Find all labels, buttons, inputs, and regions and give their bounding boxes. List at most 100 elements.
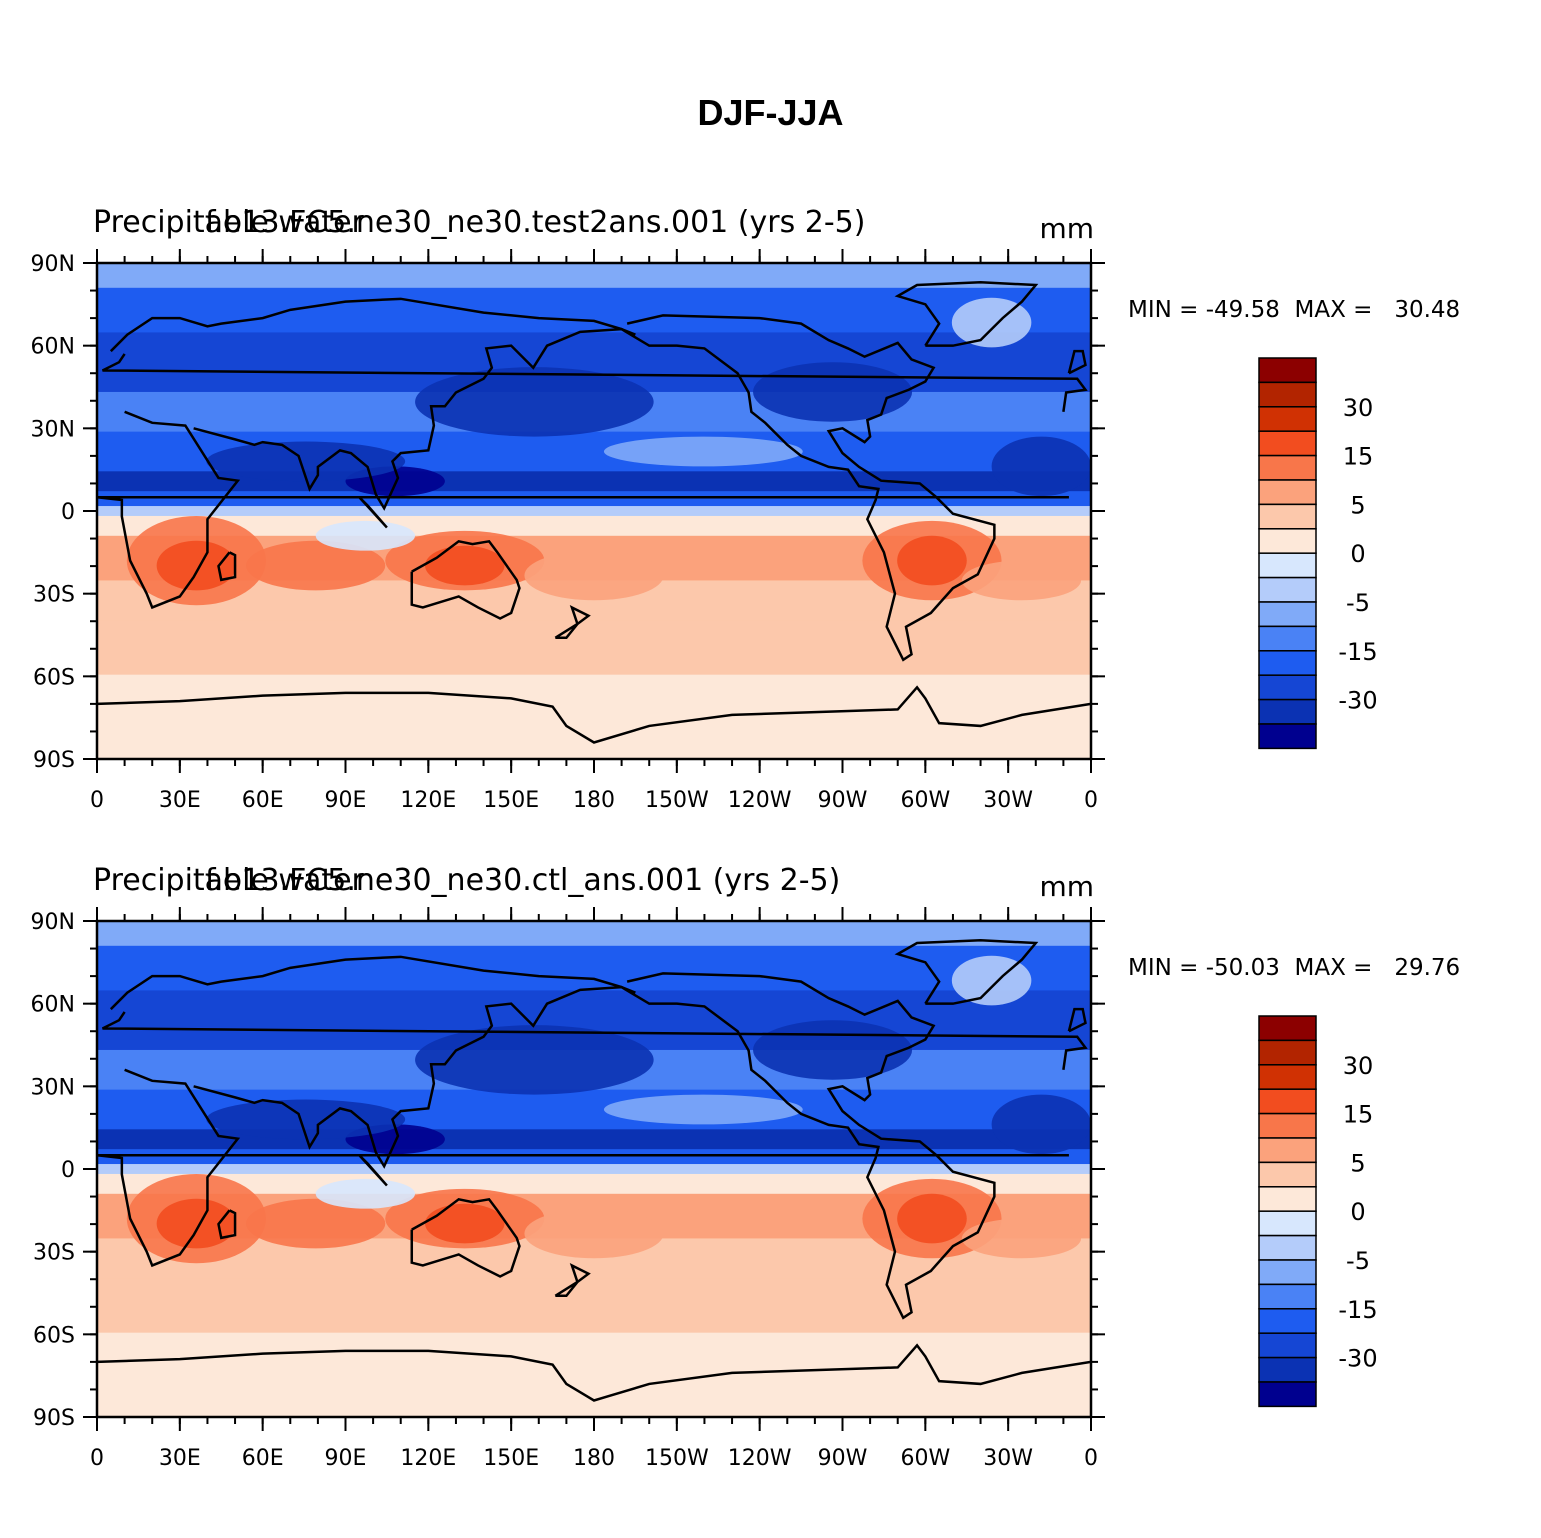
lon-tick-label: 90W [818, 788, 868, 813]
min-max-label: MIN = -50.03 MAX = 29.76 [1128, 955, 1460, 981]
colorbar-label: 15 [1343, 443, 1374, 471]
lon-tick-label: 120W [728, 788, 792, 813]
min-max-label: MIN = -49.58 MAX = 30.48 [1128, 297, 1460, 323]
colorbar-box [1258, 1381, 1317, 1408]
field-region-8 [961, 560, 1082, 601]
colorbar-box [1258, 1308, 1317, 1334]
field-band-13 [97, 1362, 1091, 1417]
colorbar-label: 30 [1343, 394, 1374, 422]
coastline-8 [101, 1011, 1088, 1070]
field-region-2 [246, 1198, 386, 1249]
coastline-3 [217, 551, 237, 582]
colorbar-box [1258, 454, 1317, 481]
colorbar-label: -30 [1338, 687, 1377, 715]
field-region-8 [961, 1218, 1082, 1259]
colorbar-box [1258, 1161, 1317, 1188]
field-band-1 [97, 287, 1091, 334]
lon-tick-label: 180 [573, 1446, 615, 1471]
colorbar-box [1258, 357, 1317, 384]
colorbar-box [1258, 552, 1317, 579]
lon-tick-label: 60E [242, 788, 284, 813]
lat-tick-label: 60N [31, 993, 75, 1018]
panel-left-title: Precipitable water [93, 205, 365, 240]
lon-tick-label: 120E [400, 1446, 456, 1471]
colorbar-label: -5 [1346, 589, 1370, 617]
colorbar-box [1258, 1015, 1317, 1042]
lat-tick-label: 0 [61, 500, 75, 525]
coastline-10 [97, 685, 1091, 744]
coastlines [97, 281, 1091, 744]
field-band-11 [97, 1278, 1091, 1334]
colorbar-label: 0 [1350, 540, 1365, 568]
colorbar-box [1258, 723, 1317, 750]
coastline-5 [620, 314, 996, 662]
lon-tick-label: 0 [1084, 1446, 1098, 1471]
colorbar-label: -15 [1338, 1296, 1377, 1324]
lon-tick-label: 90W [818, 1446, 868, 1471]
coastline-6 [894, 281, 1039, 347]
colorbar-box [1258, 1137, 1317, 1164]
field-region-16 [991, 1094, 1091, 1155]
colorbar-box [1258, 1356, 1317, 1383]
lat-tick-label: 30N [31, 1075, 75, 1100]
lon-tick-label: 150E [483, 788, 539, 813]
lat-tick-label: 30N [31, 417, 75, 442]
lat-tick-label: 60S [33, 1323, 75, 1348]
lon-tick-label: 90E [325, 1446, 367, 1471]
lat-tick-label: 30S [33, 583, 75, 608]
field-region-16 [991, 436, 1091, 497]
lon-tick-label: 30W [983, 788, 1033, 813]
colorbar-label: 5 [1350, 491, 1365, 519]
colorbar-label: 30 [1343, 1052, 1374, 1080]
units-label: mm [1039, 212, 1094, 245]
figure-title: DJF-JJA [697, 92, 844, 133]
coastline-7 [109, 297, 622, 353]
field-region-11 [415, 1025, 654, 1095]
coastline-4 [358, 496, 388, 529]
field-region-10 [206, 441, 406, 482]
lon-tick-label: 150W [645, 1446, 709, 1471]
coastline-1 [193, 327, 636, 511]
coastline-1 [193, 985, 636, 1169]
coastline-7 [109, 955, 622, 1011]
field-region-4 [425, 1203, 505, 1244]
panel-center-title: f.e13.FC5.ne30_ne30.test2ans.001 (yrs 2-… [205, 205, 865, 240]
colorbar-box [1258, 1112, 1317, 1139]
colorbar-box [1258, 625, 1317, 652]
colorbar-label: 15 [1343, 1101, 1374, 1129]
lon-tick-label: 60W [900, 1446, 950, 1471]
lon-tick-label: 0 [90, 1446, 104, 1471]
lat-tick-label: 90N [31, 252, 75, 277]
lat-tick-label: 0 [61, 1158, 75, 1183]
colorbar-box [1258, 1332, 1317, 1359]
lat-tick-label: 60S [33, 665, 75, 690]
coastline-8 [101, 353, 1088, 412]
lon-tick-label: 60E [242, 1446, 284, 1471]
coastline-11 [554, 1262, 591, 1298]
colorbar-box [1258, 1088, 1317, 1115]
field-band-12 [97, 1332, 1091, 1364]
coastline-9 [1067, 349, 1087, 375]
field-region-7 [897, 535, 967, 586]
colorbar-box [1258, 381, 1317, 408]
lon-tick-label: 30W [983, 1446, 1033, 1471]
colorbar-box [1258, 406, 1317, 432]
coastline-5 [620, 972, 996, 1320]
field-band-7 [97, 506, 1091, 517]
colorbar-box [1258, 698, 1317, 725]
panel-center-title: f.e13.FC5.ne30_ne30.ctl_ans.001 (yrs 2-5… [205, 863, 840, 898]
colorbar: 30 15 5 0 -5 -15 -30 [1258, 357, 1378, 750]
field-band-6 [97, 1149, 1091, 1166]
map-panel-top: Precipitable water f.e13.FC5.ne30_ne30.t… [31, 205, 1461, 813]
field-region-12 [753, 1020, 913, 1080]
field-region-1 [156, 540, 237, 591]
colorbar-box [1258, 503, 1317, 530]
coastline-3 [217, 1209, 237, 1240]
field-band-1 [97, 945, 1091, 992]
colorbar-box [1258, 1186, 1317, 1212]
coastline-2 [410, 1197, 521, 1278]
coastline-6 [894, 939, 1039, 1005]
coastline-10 [97, 1343, 1091, 1402]
colorbar-box [1258, 430, 1317, 457]
map-panel-bottom: Precipitable water f.e13.FC5.ne30_ne30.c… [31, 863, 1461, 1471]
